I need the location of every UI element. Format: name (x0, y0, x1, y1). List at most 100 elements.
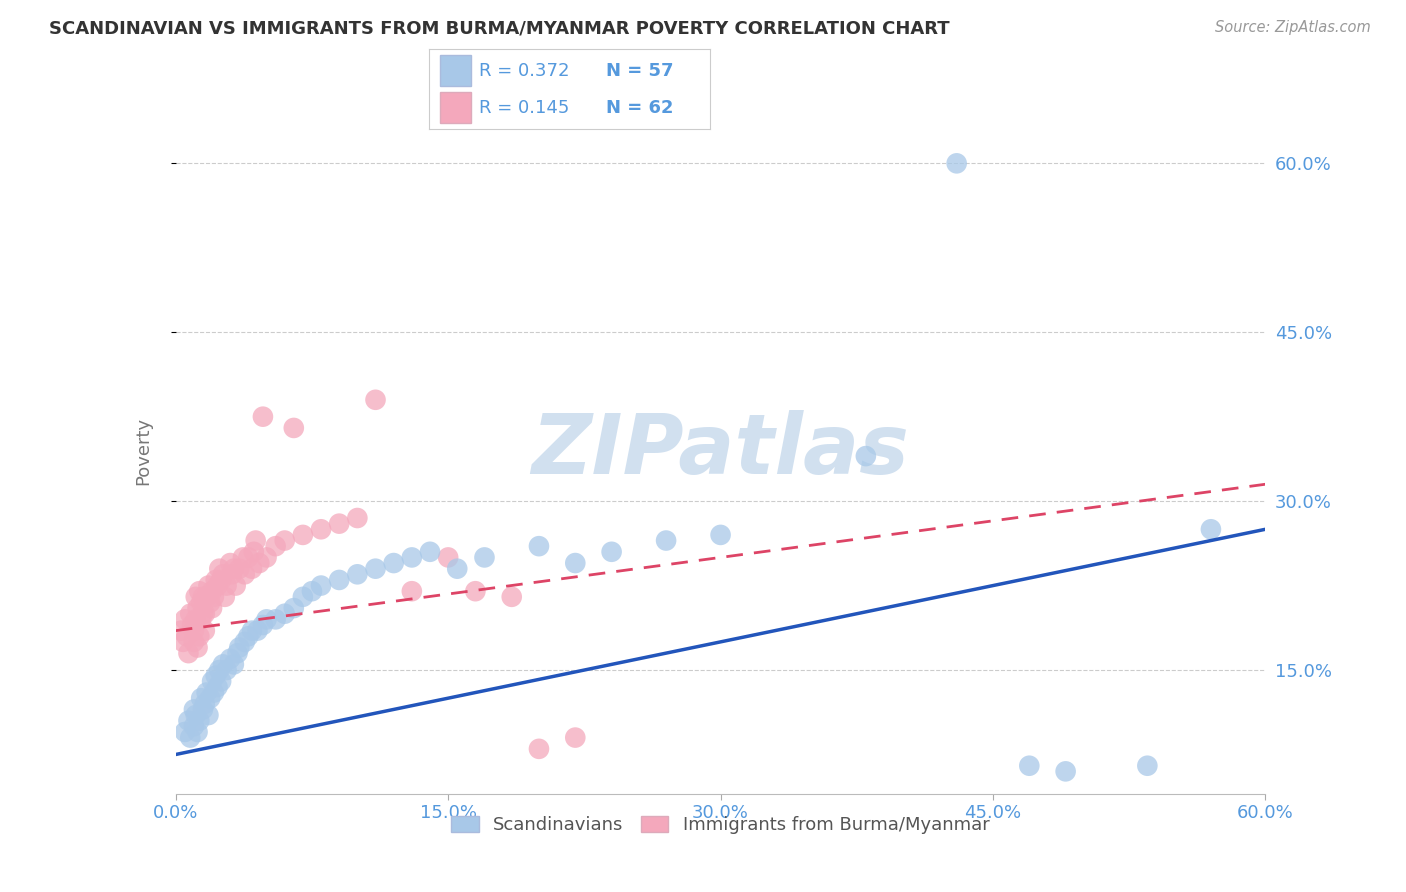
Point (401, 584, 423, 599)
Point (184, 612, 207, 626)
Point (201, 674, 224, 689)
Point (207, 578, 229, 592)
Point (264, 539, 287, 553)
Point (243, 545, 266, 559)
Legend: Scandinavians, Immigrants from Burma/Myanmar: Scandinavians, Immigrants from Burma/Mya… (444, 808, 997, 841)
Point (212, 657, 235, 672)
Point (283, 421, 305, 435)
Point (194, 697, 217, 711)
Point (207, 680, 229, 694)
Point (1018, 758, 1040, 772)
Point (274, 533, 297, 548)
Point (564, 556, 586, 570)
Point (252, 618, 274, 632)
Point (501, 590, 523, 604)
Point (346, 511, 368, 525)
Point (246, 624, 269, 638)
Point (222, 657, 245, 672)
Point (215, 578, 238, 592)
Point (710, 528, 733, 542)
Point (233, 635, 256, 649)
Point (191, 590, 214, 604)
Point (419, 545, 441, 559)
Point (183, 719, 205, 733)
Point (183, 624, 205, 638)
Point (655, 533, 678, 548)
Point (188, 629, 211, 643)
Point (346, 567, 368, 582)
Point (228, 562, 250, 576)
Point (186, 640, 209, 655)
Point (184, 590, 207, 604)
Point (181, 618, 204, 632)
Point (446, 562, 468, 576)
Point (855, 449, 877, 463)
Point (219, 556, 242, 570)
Point (191, 607, 214, 621)
Point (197, 578, 219, 592)
Point (209, 674, 232, 689)
Point (252, 409, 274, 424)
Point (173, 725, 195, 739)
Point (245, 533, 267, 548)
Point (474, 550, 496, 565)
Point (221, 567, 243, 582)
Point (212, 567, 235, 582)
Point (309, 522, 332, 536)
Point (240, 562, 263, 576)
Point (256, 550, 278, 565)
Point (233, 567, 256, 582)
Point (226, 646, 249, 660)
Text: R = 0.372: R = 0.372 (479, 62, 569, 79)
Point (173, 612, 195, 626)
Point (301, 584, 323, 599)
Point (215, 663, 238, 677)
Point (204, 668, 226, 682)
Point (186, 601, 209, 615)
Text: N = 62: N = 62 (606, 99, 673, 117)
Point (177, 646, 200, 660)
Point (190, 691, 212, 706)
Point (309, 578, 332, 592)
Text: R = 0.145: R = 0.145 (479, 99, 569, 117)
Point (1054, 764, 1077, 779)
Point (256, 612, 278, 626)
Point (195, 685, 218, 699)
Point (382, 556, 405, 570)
Text: ZIPatlas: ZIPatlas (531, 410, 910, 491)
Point (208, 562, 231, 576)
Point (179, 731, 201, 745)
Point (177, 714, 200, 728)
Y-axis label: Poverty: Poverty (134, 417, 152, 484)
FancyBboxPatch shape (440, 55, 471, 86)
Point (291, 590, 314, 604)
Point (328, 516, 350, 531)
Point (238, 629, 260, 643)
Point (190, 595, 212, 609)
Point (179, 607, 201, 621)
Point (238, 550, 260, 565)
Text: SCANDINAVIAN VS IMMIGRANTS FROM BURMA/MYANMAR POVERTY CORRELATION CHART: SCANDINAVIAN VS IMMIGRANTS FROM BURMA/MY… (49, 20, 950, 37)
Point (186, 725, 209, 739)
Point (214, 590, 236, 604)
Point (201, 601, 224, 615)
Point (222, 562, 245, 576)
Point (188, 584, 211, 599)
Point (184, 708, 207, 723)
Point (172, 635, 194, 649)
Point (364, 562, 387, 576)
Point (401, 550, 423, 565)
Point (209, 573, 232, 587)
Point (1136, 758, 1159, 772)
Point (264, 612, 287, 626)
Point (194, 624, 217, 638)
Point (208, 663, 231, 677)
Point (194, 607, 217, 621)
Point (197, 708, 219, 723)
Point (190, 612, 212, 626)
Point (188, 714, 211, 728)
Point (170, 624, 193, 638)
Text: Source: ZipAtlas.com: Source: ZipAtlas.com (1215, 20, 1371, 35)
Point (364, 392, 387, 407)
Point (527, 742, 550, 756)
